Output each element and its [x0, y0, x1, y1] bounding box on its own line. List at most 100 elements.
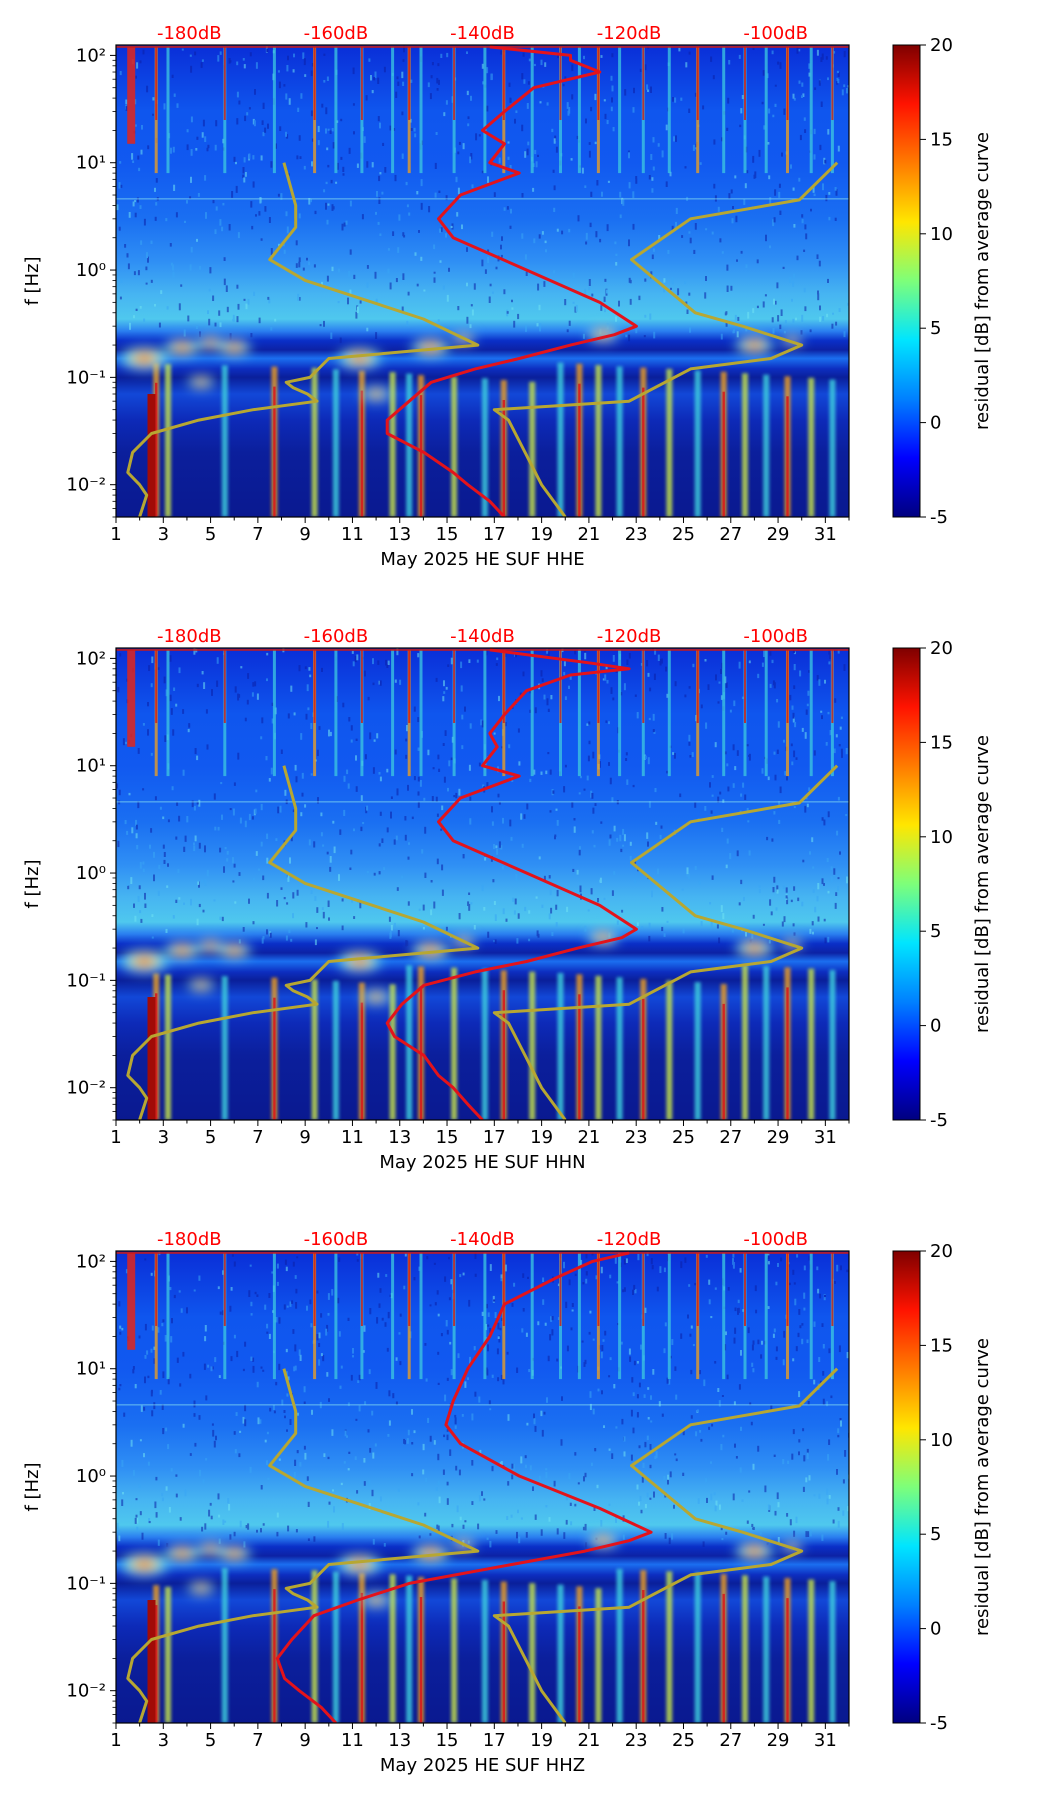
colorbar-tick-label: 20	[930, 35, 953, 56]
event-streak-low	[332, 980, 339, 1120]
event-streak-low	[829, 969, 836, 1120]
x-tick-label: 31	[814, 1127, 837, 1148]
event-streak-core	[744, 649, 746, 723]
x-tick-label: 27	[719, 524, 742, 545]
event-streak-high	[722, 649, 726, 777]
event-streak-core	[502, 46, 505, 120]
colorbar-tick-label: 0	[930, 1619, 941, 1640]
event-streak-high	[272, 649, 276, 777]
event-streak-core	[313, 649, 316, 723]
blob-core	[137, 354, 152, 363]
colorbar-tick-label: 0	[930, 413, 941, 434]
strong-column-high	[127, 649, 136, 747]
blob-core	[137, 957, 152, 966]
event-streak-low	[616, 366, 623, 517]
event-streak-high	[764, 649, 768, 777]
heatmap-texture	[116, 648, 849, 947]
noise-model-low-curve	[126, 1368, 480, 1723]
event-streak-core	[223, 46, 226, 120]
db-scale-label: -100dB	[743, 1229, 808, 1250]
event-streak-high	[809, 649, 813, 777]
event-streak-low-core	[786, 396, 789, 517]
db-scale-label: -160dB	[304, 626, 369, 647]
event-streak-high	[530, 46, 534, 174]
event-streak-low	[557, 1584, 564, 1723]
event-streak-high	[272, 1252, 276, 1380]
event-streak-low-core	[578, 1606, 581, 1723]
y-axis-label: f [Hz]	[22, 859, 43, 908]
event-streak-core	[408, 649, 411, 723]
y-axis: 10⁻² 10⁻¹ 10⁰ 10¹ 10²	[66, 1251, 116, 1724]
event-streak-low-core	[786, 1598, 789, 1723]
event-streak-core	[559, 1252, 562, 1326]
event-streak-core	[453, 1252, 456, 1326]
event-streak-low	[694, 1572, 701, 1723]
x-tick-label: 7	[252, 1730, 263, 1751]
event-streak-low	[763, 374, 770, 517]
x-tick-label: 17	[483, 1730, 506, 1751]
event-streak-low	[451, 1578, 458, 1723]
event-streak-core	[408, 46, 411, 120]
blob-core	[176, 1550, 188, 1557]
blob-core	[197, 380, 205, 385]
x-tick-label: 29	[767, 524, 790, 545]
x-tick-label: 5	[205, 1127, 216, 1148]
noise-model-high-curve	[492, 161, 839, 517]
event-streak-high	[577, 649, 581, 777]
event-streak-low-core	[642, 998, 645, 1120]
x-tick-label: 23	[625, 1730, 648, 1751]
event-streak-core	[597, 46, 600, 120]
x-tick-label: 25	[672, 524, 695, 545]
x-tick-label: 13	[388, 1127, 411, 1148]
event-streak-high	[618, 46, 622, 174]
y-tick-label: 10⁻¹	[66, 367, 106, 388]
x-tick-label: 11	[341, 1127, 364, 1148]
db-scale-label: -140dB	[450, 23, 515, 44]
event-streak-low-core	[273, 997, 276, 1120]
noise-model-low-curve	[126, 765, 480, 1120]
db-scale-label: -120dB	[597, 1229, 662, 1250]
psd-curve	[275, 1251, 653, 1723]
db-scale-label: -100dB	[743, 626, 808, 647]
event-streak-low	[406, 1575, 413, 1723]
event-streak-low-core	[155, 1605, 158, 1723]
event-streak-low	[389, 984, 396, 1120]
blob-core	[197, 1586, 205, 1591]
colorbar-tick-label: -5	[930, 1713, 948, 1734]
event-streak-low	[595, 1588, 602, 1723]
event-streak-low-core	[155, 993, 158, 1120]
event-streak-low-core	[419, 395, 423, 517]
colorbar: -5 0 5 10 15 20 residual [dB] from average cur…	[892, 638, 993, 1131]
event-streak-low	[557, 972, 564, 1120]
blob-core	[229, 344, 240, 350]
event-streak-core	[502, 1252, 505, 1326]
blob-core	[748, 342, 761, 348]
blob-core	[229, 947, 240, 953]
event-streak-core	[831, 46, 834, 120]
blob-core	[748, 945, 761, 951]
x-tick-label: 23	[625, 1127, 648, 1148]
event-streak-low	[451, 967, 458, 1120]
y-axis-label: f [Hz]	[22, 1462, 43, 1511]
y-tick-label: 10⁻²	[66, 1681, 106, 1702]
event-streak-core	[559, 46, 562, 120]
noise-model-low-curve	[126, 162, 480, 517]
event-streak-core	[642, 1252, 645, 1326]
x-tick-label: 21	[577, 1127, 600, 1148]
event-streak-low	[389, 1574, 396, 1723]
x-tick-label: 21	[577, 524, 600, 545]
strong-column-high	[127, 46, 136, 144]
event-streak-low	[165, 364, 171, 517]
event-streak-low-core	[578, 383, 581, 517]
x-tick-label: 3	[158, 524, 169, 545]
db-scale-label: -140dB	[450, 1229, 515, 1250]
db-scale-label: -100dB	[743, 23, 808, 44]
colorbar-scale	[892, 1250, 921, 1724]
event-streak-low	[808, 377, 815, 517]
event-streak-low	[221, 365, 228, 517]
event-streak-low	[829, 379, 836, 517]
event-streak-high	[166, 1252, 170, 1380]
event-streak-core	[642, 46, 645, 120]
event-streak-core	[360, 46, 363, 120]
colorbar-tick-label: 5	[930, 1524, 941, 1545]
